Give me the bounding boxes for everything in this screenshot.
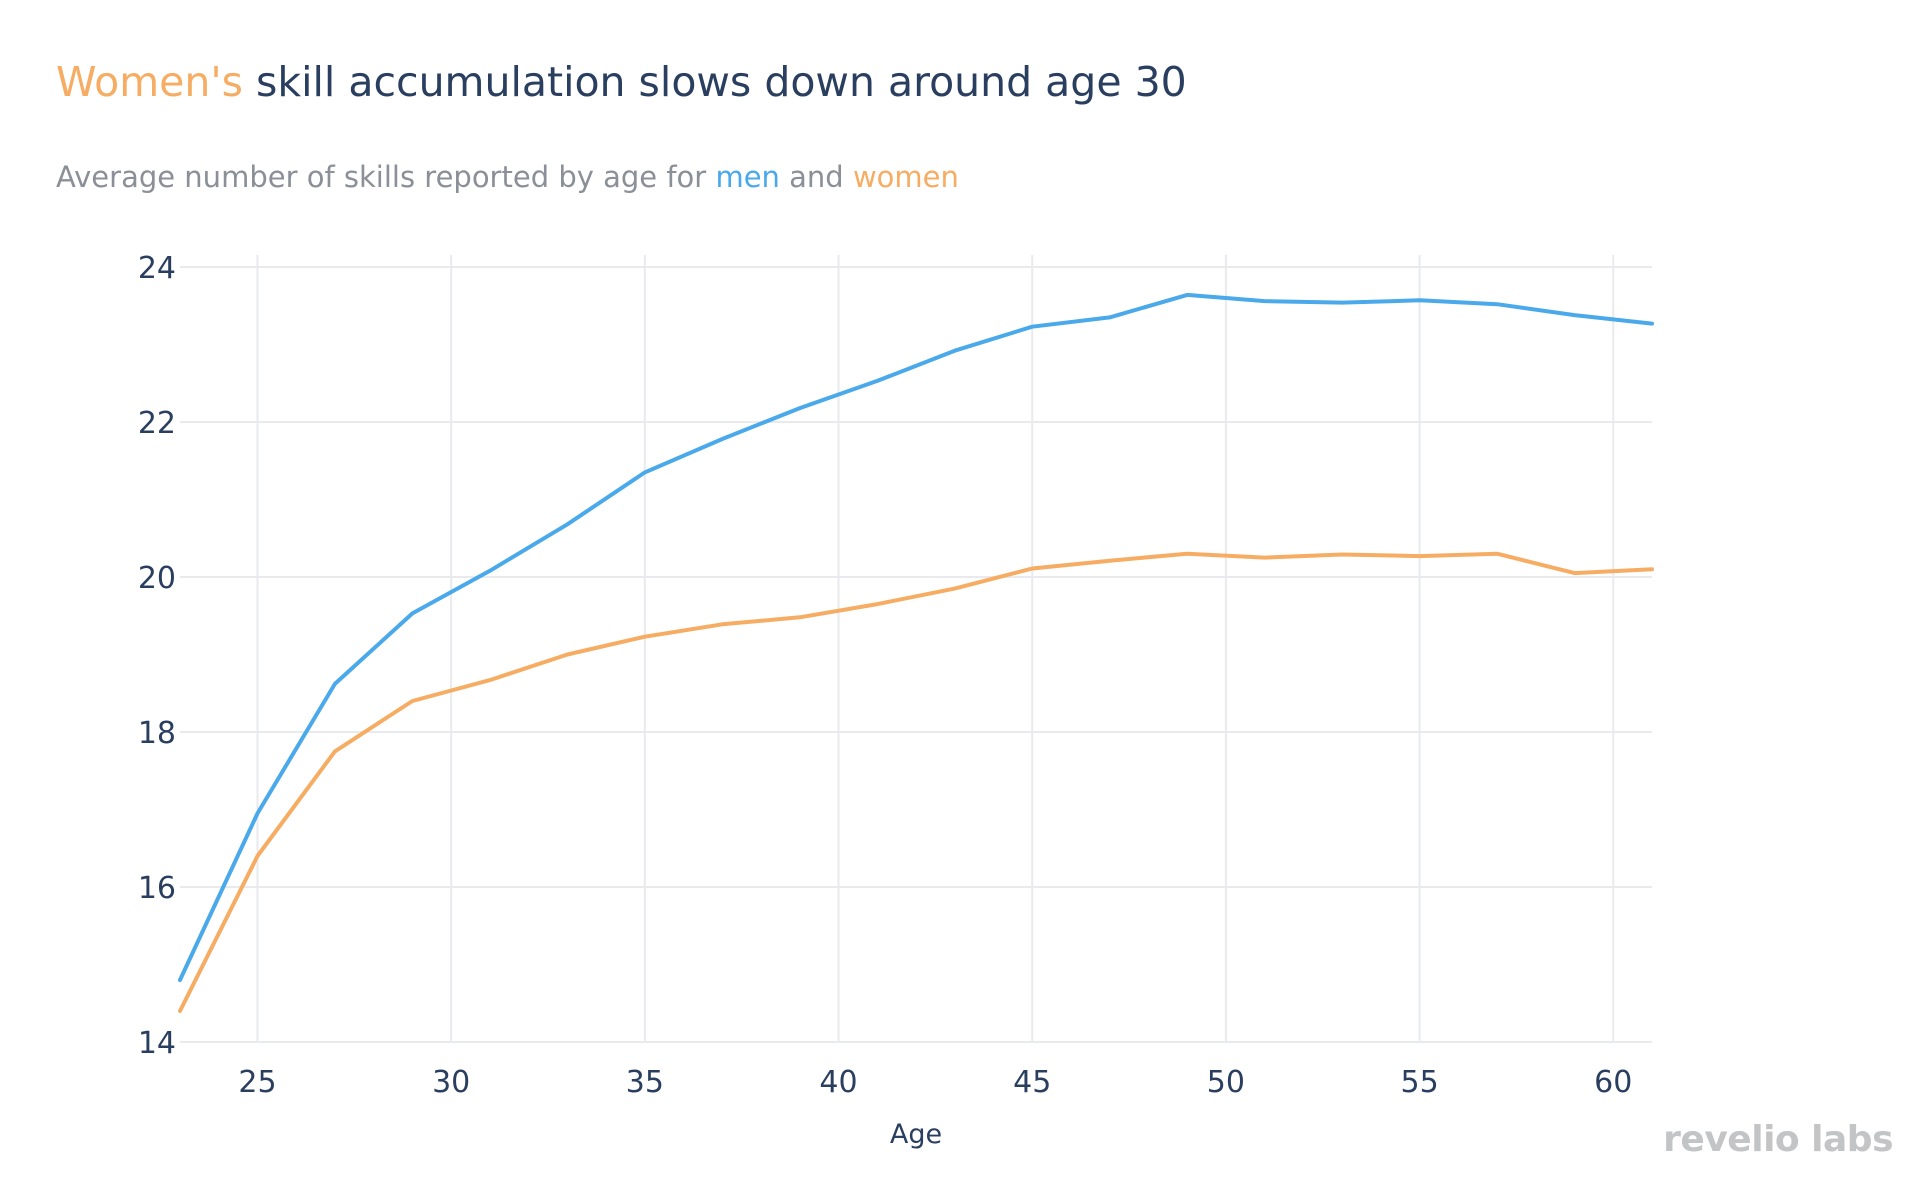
y-tick-labels: 14 16 18 20 22 24 (138, 251, 176, 1061)
x-tick-label: 45 (1013, 1065, 1051, 1100)
x-axis-label: Age (890, 1119, 942, 1150)
x-tick-label: 25 (238, 1065, 276, 1100)
title-rest: skill accumulation slows down around age… (243, 58, 1187, 106)
x-tick-label: 55 (1400, 1065, 1438, 1100)
subtitle-middle: and (779, 160, 853, 194)
y-tick-label: 14 (138, 1026, 176, 1061)
x-tick-label: 50 (1207, 1065, 1245, 1100)
chart-subtitle: Average number of skills reported by age… (56, 160, 959, 194)
brand-logo: revelio labs (1663, 1119, 1893, 1160)
subtitle-women: women (852, 160, 959, 194)
y-tick-label: 16 (138, 871, 176, 906)
y-tick-label: 20 (138, 561, 176, 596)
x-tick-label: 40 (819, 1065, 857, 1100)
grid-lines (180, 255, 1652, 1043)
y-tick-label: 24 (138, 251, 176, 286)
subtitle-men: men (715, 160, 780, 194)
title-highlight: Women's (56, 58, 244, 106)
x-tick-label: 35 (626, 1065, 664, 1100)
y-tick-label: 18 (138, 716, 176, 751)
series-lines (178, 292, 1654, 1013)
x-tick-label: 60 (1594, 1065, 1632, 1100)
x-tick-label: 30 (432, 1065, 470, 1100)
x-tick-labels: 25 30 35 40 45 50 55 60 (238, 1065, 1632, 1100)
series-line-men (178, 292, 1654, 982)
subtitle-prefix: Average number of skills reported by age… (56, 160, 716, 194)
chart-title: Women's skill accumulation slows down ar… (56, 58, 1187, 106)
y-tick-label: 22 (138, 406, 176, 441)
series-line-women (178, 551, 1654, 1013)
